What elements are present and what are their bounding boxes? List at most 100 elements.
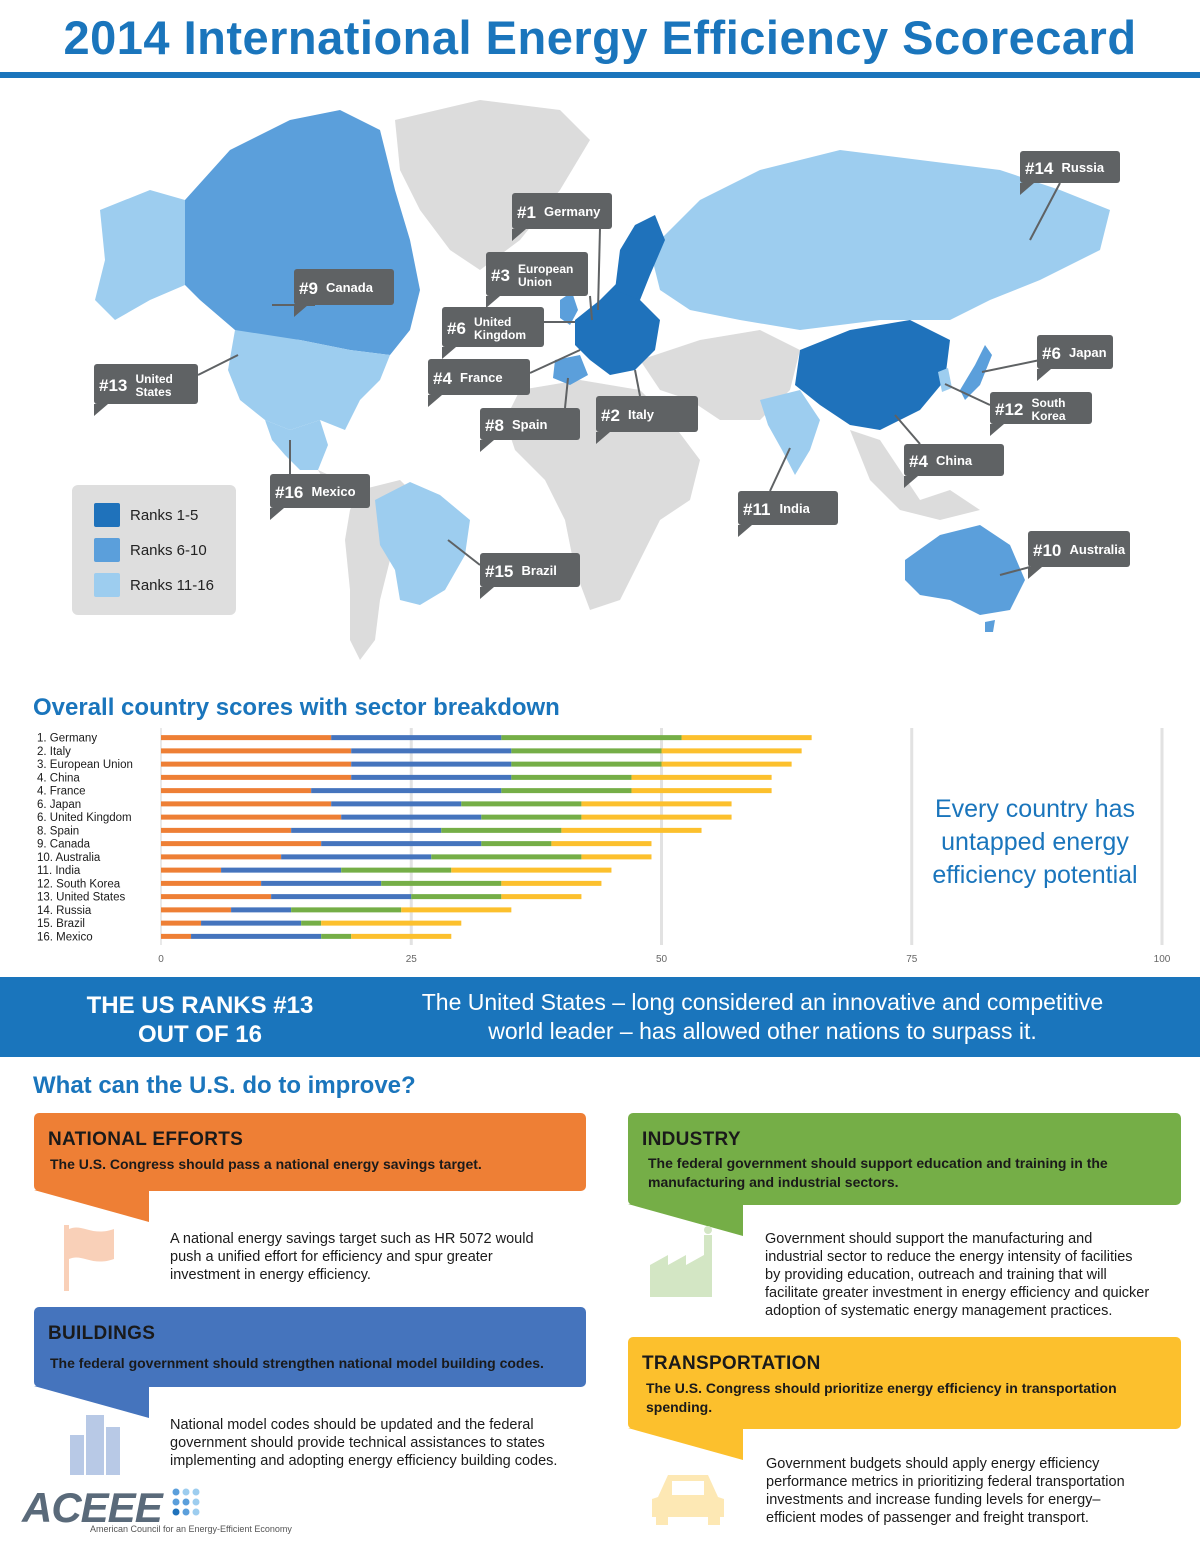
land-europe	[575, 280, 660, 375]
bar-segment	[161, 788, 312, 794]
callout-name: Brazil	[522, 563, 557, 578]
logo-wordmark: ACEEE	[22, 1484, 163, 1531]
card-body-line: facilitate greater investment in energy …	[765, 1285, 1150, 1301]
bar-segment	[511, 748, 662, 754]
callout-box	[480, 553, 580, 587]
land-spain	[553, 355, 588, 385]
card-header-box	[34, 1113, 586, 1191]
callout-tail	[294, 305, 308, 317]
callout-tail	[512, 229, 526, 241]
callout-name: South	[1032, 396, 1066, 410]
logo-tagline: American Council for an Energy-Efficient…	[90, 1524, 292, 1534]
x-tick-label: 50	[656, 954, 668, 965]
category-label: 16. Mexico	[37, 931, 93, 943]
callout-rank: #6	[447, 319, 466, 338]
callout-tail	[270, 508, 284, 520]
world-map: #1 Germany #3 European Union #6 United Kingdom #…	[0, 82, 1200, 692]
callout-rank: #15	[485, 562, 513, 581]
callout-leader-line	[769, 447, 791, 492]
bar-segment	[411, 894, 502, 900]
callout-box	[990, 392, 1092, 424]
bar-segment	[231, 907, 292, 913]
bar-segment	[161, 814, 342, 820]
callout-rank: #10	[1033, 541, 1061, 560]
callout-tail	[904, 476, 918, 488]
legend-item-ranks-11-16: Ranks 11-16	[94, 573, 214, 597]
category-label: 15. Brazil	[37, 918, 85, 930]
x-tick-label: 0	[158, 954, 164, 965]
callout-tail	[596, 432, 610, 444]
legend-swatch-dark	[94, 503, 120, 527]
bar-segment	[431, 854, 582, 860]
callout-name: Italy	[628, 407, 655, 422]
callout-box	[486, 252, 588, 296]
legend-swatch-medium	[94, 538, 120, 562]
card-body: Government should support the manufactur…	[765, 1230, 1185, 1320]
land-china	[795, 320, 950, 430]
legend-swatch-light	[94, 573, 120, 597]
callout-box	[904, 444, 1004, 476]
us-rank-heading: THE US RANKS #13 OUT OF 16	[55, 991, 345, 1049]
callout-leader-line	[981, 359, 1041, 373]
callout-rank: #6	[1042, 344, 1061, 363]
callout-tail	[480, 587, 494, 599]
logo-dots-icon	[172, 1488, 200, 1516]
bar-segment	[311, 788, 502, 794]
callout-leader-line	[589, 295, 593, 321]
bar-segment	[291, 907, 402, 913]
card-subheading: The U.S. Congress should prioritize ener…	[646, 1379, 1117, 1417]
card-body: Government budgets should apply energy e…	[766, 1455, 1186, 1527]
bar-segment	[261, 880, 382, 886]
bar-segment	[631, 774, 772, 780]
card-body-line: by providing education, outreach and tra…	[765, 1267, 1107, 1283]
us-rank-line2: OUT OF 16	[137, 1021, 263, 1048]
land-canada	[185, 110, 420, 355]
card-body-line: Government budgets should apply energy e…	[766, 1456, 1100, 1472]
card-body: National model codes should be updated a…	[170, 1416, 590, 1470]
land-middle-east	[640, 330, 800, 420]
bar-segment	[161, 907, 232, 913]
land-greenland	[395, 100, 590, 270]
callout-name: Russia	[1062, 160, 1105, 175]
bar-segment	[501, 735, 682, 741]
bar-segment	[501, 894, 582, 900]
bar-segment	[161, 735, 332, 741]
x-tick-label: 100	[1154, 954, 1171, 965]
callout-box	[596, 396, 698, 432]
callout-tail	[1020, 183, 1034, 195]
factory-icon	[650, 1226, 712, 1297]
callout-tail	[442, 347, 456, 359]
category-label: 3. European Union	[37, 759, 133, 771]
callout-rank: #11	[743, 500, 770, 519]
callout-name-line2: Kingdom	[474, 328, 526, 342]
callout-name: China	[936, 453, 973, 468]
bar-segment	[581, 801, 732, 807]
callout-box	[270, 474, 370, 508]
title-divider	[0, 72, 1200, 78]
card-national-efforts: NATIONAL EFFORTS The U.S. Congress shoul…	[34, 1113, 586, 1423]
card-header-box	[34, 1307, 586, 1387]
bar-segment	[681, 735, 812, 741]
card-subheading-line: manufacturing and industrial sectors.	[648, 1174, 899, 1190]
callout-box	[428, 359, 530, 395]
callout-name: United	[474, 315, 511, 329]
bar-segment	[161, 761, 352, 767]
card-body-line: Government should support the manufactur…	[765, 1231, 1093, 1247]
callout-box	[1020, 151, 1120, 183]
callout-box	[1037, 335, 1113, 369]
land-russia	[650, 150, 1110, 330]
category-label: 11. India	[37, 865, 81, 877]
land-korea	[938, 368, 952, 392]
callout-tail	[428, 395, 442, 407]
bar-segment	[351, 774, 512, 780]
callout-rank: #9	[299, 279, 318, 298]
callout-leader-line	[894, 414, 921, 445]
side-note: Every country has untapped energy effici…	[932, 795, 1138, 889]
bar-segment	[281, 854, 432, 860]
callout-rank: #1	[517, 203, 536, 222]
callout-tail	[94, 404, 108, 416]
